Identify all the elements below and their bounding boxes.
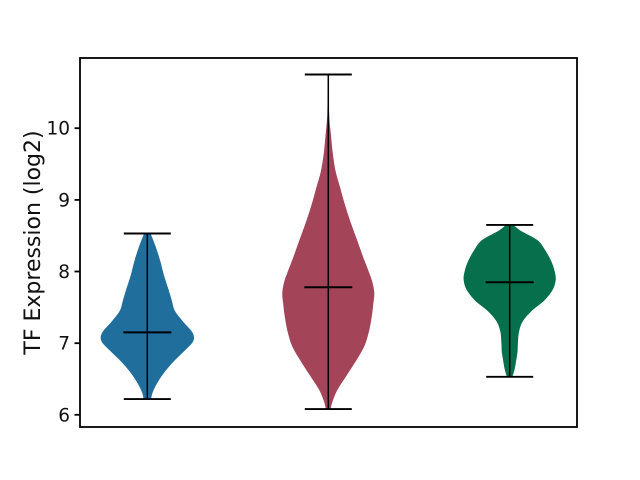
y-tick-label: 9 — [58, 190, 70, 211]
y-tick-label: 6 — [58, 405, 70, 426]
whisker-stats-group — [123, 73, 534, 411]
y-tick-label: 10 — [46, 119, 70, 140]
y-tick-label: 7 — [58, 334, 70, 355]
y-tick-label: 8 — [58, 262, 70, 283]
plot-frame — [79, 57, 578, 428]
y-axis-label: TF Expression (log2) — [21, 130, 46, 355]
y-axis-group: 6 7 8 9 10 — [46, 119, 80, 426]
